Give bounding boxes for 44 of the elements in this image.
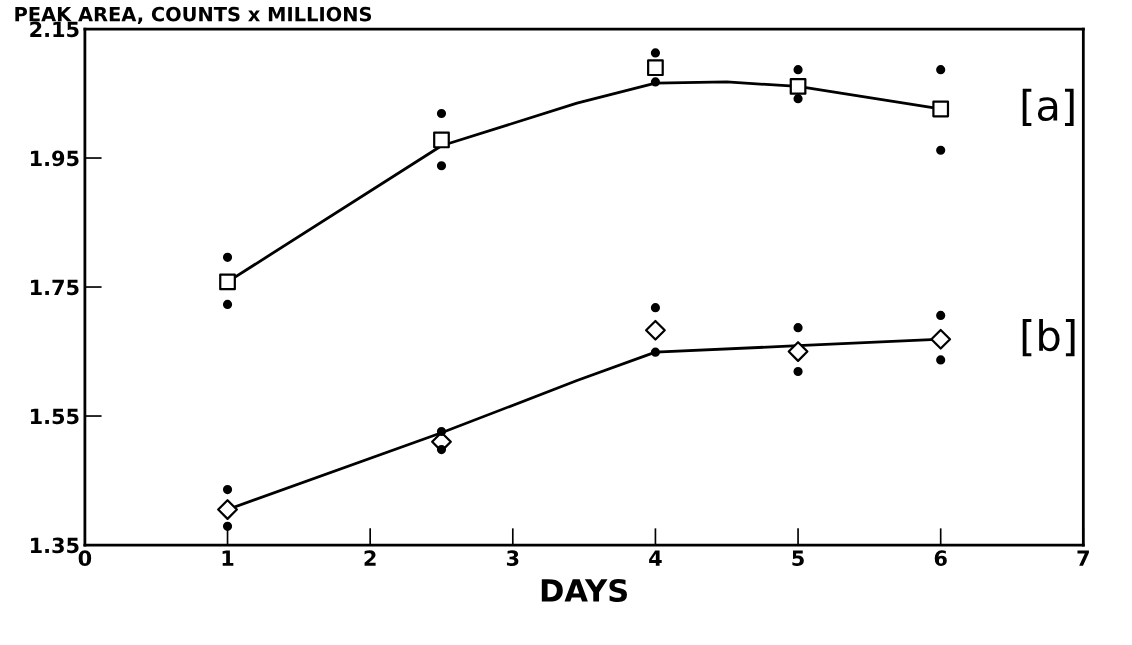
point (647, 59, 664, 77)
point (222, 484, 233, 495)
series-label: [b] (1022, 319, 1075, 357)
y-tick-label: 1.75 (30, 279, 79, 296)
y-tick-label: 1.35 (30, 537, 79, 554)
point (936, 310, 946, 320)
point (433, 131, 450, 149)
point (787, 341, 809, 362)
x-tick-label: 4 (649, 550, 662, 566)
point (436, 426, 447, 437)
point (936, 145, 946, 155)
x-tick-label: 7 (1077, 550, 1089, 566)
point (436, 444, 447, 455)
point (436, 161, 447, 171)
y-tick-label: 1.95 (30, 150, 79, 167)
x-tick-label: 2 (364, 550, 376, 566)
point (793, 323, 803, 333)
point (650, 48, 661, 58)
point (650, 347, 661, 357)
point (217, 499, 238, 520)
y-tick-label: 1.55 (30, 408, 79, 425)
x-axis-title: DAYS (541, 578, 627, 603)
x-tick-label: 3 (506, 550, 519, 567)
x-tick-label: 0 (78, 550, 92, 567)
x-tick-label: 5 (792, 550, 804, 567)
point (650, 303, 661, 313)
point (793, 94, 803, 104)
point (793, 65, 803, 75)
point (936, 355, 946, 365)
point (930, 328, 952, 350)
point (222, 521, 233, 531)
point (793, 366, 803, 377)
point (936, 65, 946, 75)
point (650, 77, 661, 87)
point (222, 299, 233, 310)
point (645, 319, 666, 341)
point (219, 273, 236, 291)
point (436, 108, 447, 119)
point (789, 78, 807, 95)
point (222, 252, 233, 262)
point (932, 100, 950, 118)
x-tick-label: 6 (934, 550, 947, 567)
series-label: [a] (1022, 88, 1074, 126)
x-tick-label: 1 (222, 550, 234, 566)
